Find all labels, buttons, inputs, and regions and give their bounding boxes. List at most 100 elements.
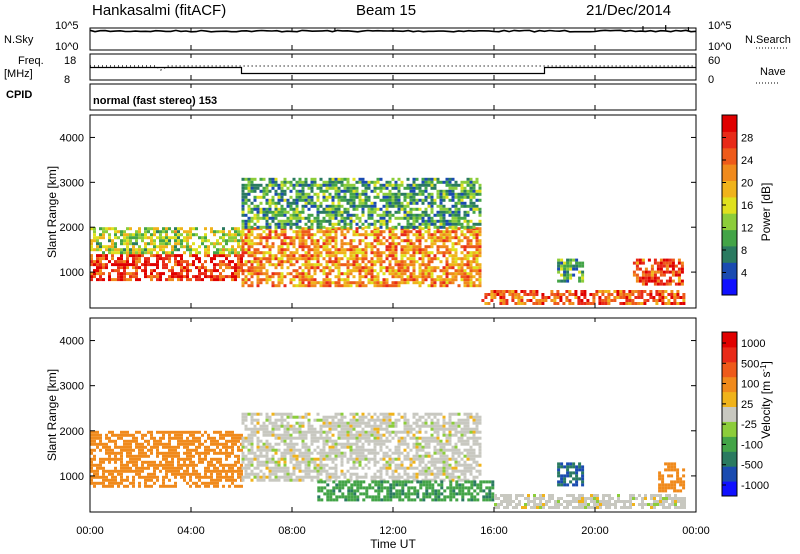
power-cell	[469, 275, 473, 279]
velocity-cell	[90, 460, 93, 464]
velocity-cell	[430, 478, 434, 482]
power-cell	[114, 248, 117, 252]
power-cell	[268, 225, 272, 229]
power-cell	[250, 189, 254, 193]
power-cell	[250, 254, 254, 258]
power-cell	[625, 302, 629, 305]
power-cell	[174, 248, 177, 252]
velocity-cell	[364, 457, 368, 461]
power-cell	[409, 245, 413, 249]
power-cell	[376, 239, 380, 243]
power-cell	[478, 192, 482, 196]
velocity-cell	[310, 478, 314, 482]
power-cell	[466, 260, 470, 264]
power-cell	[563, 279, 567, 283]
power-cell	[634, 290, 638, 293]
velocity-cell	[326, 498, 330, 502]
power-cell	[168, 269, 171, 273]
power-cell	[412, 183, 416, 187]
velocity-cell	[418, 445, 422, 449]
velocity-cell	[262, 478, 266, 482]
velocity-cell	[445, 457, 449, 461]
velocity-cell	[247, 457, 251, 461]
velocity-cell	[421, 415, 425, 419]
power-cell	[180, 263, 183, 267]
power-cell	[195, 278, 198, 282]
power-cell	[331, 198, 335, 202]
power-cell	[325, 248, 329, 252]
velocity-cell	[313, 460, 317, 464]
velocity-cell	[156, 451, 159, 455]
power-cell	[635, 264, 639, 268]
velocity-cell	[352, 436, 356, 440]
power-cell	[388, 219, 392, 223]
velocity-cell	[274, 424, 278, 428]
power-cell	[310, 242, 314, 246]
velocity-cell	[301, 433, 305, 437]
power-cell	[304, 284, 308, 288]
velocity-cell	[376, 433, 380, 437]
power-cell	[433, 242, 437, 246]
power-cell	[367, 213, 371, 217]
velocity-cell	[340, 430, 344, 434]
power-cell	[427, 245, 431, 249]
power-cell	[259, 183, 263, 187]
power-cell	[156, 245, 159, 249]
power-cell	[259, 177, 263, 181]
power-colorbar-tick-label: 12	[741, 223, 753, 235]
velocity-cell	[225, 472, 228, 476]
power-cell	[216, 242, 219, 246]
power-cell	[283, 213, 287, 217]
power-cell	[367, 269, 371, 273]
power-cell	[349, 216, 353, 220]
velocity-cell	[162, 430, 165, 434]
power-cell	[277, 245, 281, 249]
velocity-cell	[379, 421, 383, 425]
velocity-cell	[463, 466, 467, 470]
power-cell	[265, 207, 269, 211]
power-cell	[298, 177, 302, 181]
power-cell	[409, 195, 413, 199]
power-cell	[244, 278, 248, 282]
velocity-cell	[388, 457, 392, 461]
velocity-cell	[460, 427, 464, 431]
power-cell	[358, 180, 362, 184]
velocity-cell	[466, 430, 470, 434]
velocity-cell	[114, 466, 117, 470]
velocity-cell	[241, 466, 245, 470]
power-cell	[253, 257, 257, 261]
power-cell	[328, 281, 332, 285]
power-cell	[662, 258, 666, 262]
power-cell	[129, 251, 132, 255]
velocity-cell	[323, 480, 327, 484]
power-cell	[379, 251, 383, 255]
power-cell	[277, 260, 281, 264]
power-cell	[442, 278, 446, 282]
power-cell	[454, 269, 458, 273]
power-cell	[271, 216, 275, 220]
velocity-cell	[237, 433, 240, 437]
power-cell	[340, 177, 344, 181]
power-cell	[427, 257, 431, 261]
velocity-cell	[256, 436, 260, 440]
power-cell	[665, 282, 669, 286]
power-cell	[478, 207, 482, 211]
power-cell	[289, 281, 293, 285]
power-cell	[90, 260, 93, 264]
power-cell	[475, 269, 479, 273]
velocity-cell	[298, 469, 302, 473]
power-cell	[111, 239, 114, 243]
power-cell	[316, 254, 320, 258]
power-cell	[111, 251, 114, 255]
power-cell	[262, 186, 266, 190]
power-cell	[412, 251, 416, 255]
velocity-cell	[326, 483, 330, 487]
power-cell	[355, 284, 359, 288]
power-cell	[304, 204, 308, 208]
power-cell	[286, 257, 290, 261]
power-cell	[451, 266, 455, 270]
power-cell	[334, 227, 338, 231]
power-cell	[646, 299, 650, 302]
power-cell	[280, 260, 284, 264]
power-cell	[280, 225, 284, 229]
